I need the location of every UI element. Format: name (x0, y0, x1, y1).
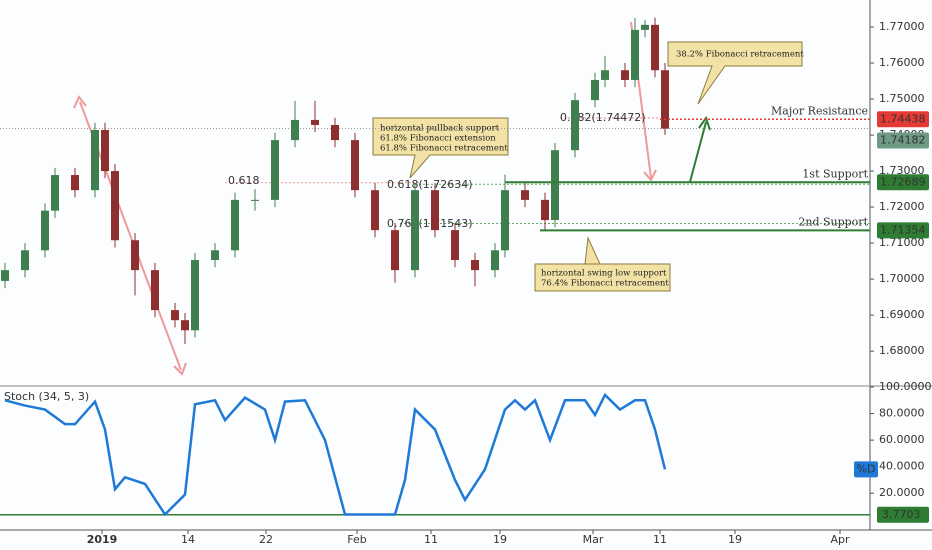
last-price-value: 1.74182 (880, 134, 926, 147)
x-tick-label: 11 (424, 533, 438, 546)
x-tick-label: 14 (181, 533, 195, 546)
level-value: 1.74438 (880, 112, 926, 125)
fib-label: 0.764(1.71543) (387, 217, 473, 230)
fib-label: 0.618(1.72634) (387, 178, 473, 191)
candle-body (551, 150, 559, 221)
y-tick-label: 1.73000 (879, 164, 925, 177)
candle-body (231, 199, 239, 251)
fib-label: 0.382(1.74472) (560, 111, 646, 124)
candle-body (191, 260, 199, 331)
stoch-level-tag (877, 506, 929, 523)
level-name: Major Resistance (771, 104, 868, 117)
y-tick-label: 1.69000 (879, 308, 925, 321)
y-tick-label: 1.75000 (879, 92, 925, 105)
y-tick-label: 1.70000 (879, 272, 925, 285)
x-tick-label: 2019 (87, 533, 118, 546)
x-tick-label: 19 (493, 533, 507, 546)
annotation-text: horizontal pullback support (380, 124, 500, 134)
x-tick-label: Feb (347, 533, 366, 546)
y-tick-label: 1.71000 (879, 236, 925, 249)
level-name: 2nd Support (798, 215, 868, 228)
candle-body (411, 190, 419, 271)
level-tag (877, 111, 929, 128)
y-tick-label: 1.76000 (879, 56, 925, 69)
candle-body (51, 175, 59, 211)
annotation-text: horizontal swing low support (541, 269, 667, 279)
candle-body (371, 190, 379, 231)
candle-body (641, 24, 649, 30)
x-tick-label: 11 (653, 533, 667, 546)
series-tag (854, 461, 878, 478)
candle-body (311, 119, 319, 125)
candle-body (71, 175, 79, 191)
y-tick-label: 1.77000 (879, 20, 925, 33)
x-tick-label: 19 (728, 533, 742, 546)
indicator-name: Stoch (34, 5, 3) (4, 390, 89, 403)
x-tick-label: Mar (583, 533, 604, 546)
candle-body (181, 320, 189, 331)
candle-body (271, 140, 279, 200)
candle-body (471, 260, 479, 271)
candle-body (111, 171, 119, 241)
candle-body (21, 250, 29, 271)
annotation-text: 61.8% Fibonacci retracement (380, 144, 508, 154)
candle-body (571, 100, 579, 151)
candle-body (621, 70, 629, 80)
candle-body (251, 199, 259, 201)
fib-label: 0.618 (228, 174, 260, 187)
candle-body (491, 250, 499, 271)
candle-body (591, 79, 599, 101)
series-name: %D (857, 462, 876, 475)
candle-body (331, 124, 339, 141)
callouts (372, 41, 803, 292)
candle-body (171, 310, 179, 321)
y-tick-label: 1.72000 (879, 200, 925, 213)
candle-body (91, 130, 99, 191)
candle-body (351, 140, 359, 191)
x-tick-label: Apr (830, 533, 850, 546)
stoch-line (4, 392, 667, 517)
candle-body (451, 230, 459, 261)
stoch-tick-label: 40.0000 (879, 460, 925, 473)
last-price-tag (877, 132, 929, 149)
candle-body (291, 119, 299, 141)
candle-body (541, 199, 549, 221)
level-name: 1st Support (802, 167, 868, 180)
level-tag (877, 222, 929, 239)
stoch-tick-label: 20.0000 (879, 486, 925, 499)
candle-body (651, 24, 659, 71)
candle-body (431, 190, 439, 231)
candle-body (151, 270, 159, 311)
stoch-tick-label: 60.0000 (879, 433, 925, 446)
candle-body (521, 190, 529, 200)
level-value: 1.71354 (880, 223, 926, 236)
stoch-tick-label: 80.0000 (879, 407, 925, 420)
candle-body (601, 70, 609, 80)
x-tick-label: 22 (259, 533, 273, 546)
candle-body (501, 190, 509, 251)
candle-body (391, 230, 399, 271)
annotation-text: 61.8% Fibonacci extension (380, 134, 496, 144)
stoch-tick-label: 100.0000 (879, 380, 932, 393)
candle-body (631, 29, 639, 80)
level-value: 1.72689 (880, 175, 926, 188)
level-tag (877, 174, 929, 191)
stoch-level-value: 3.7703 (882, 508, 921, 521)
candle-body (1, 270, 9, 281)
candle-body (101, 130, 109, 172)
annotation-text: 76.4% Fibonacci retracement (541, 279, 669, 289)
candle-body (661, 70, 669, 129)
annotation-text: 38.2% Fibonacci retracement (676, 50, 804, 60)
candle-body (131, 240, 139, 271)
candle-body (41, 210, 49, 251)
y-tick-label: 1.68000 (879, 344, 925, 357)
candle-body (211, 250, 219, 261)
